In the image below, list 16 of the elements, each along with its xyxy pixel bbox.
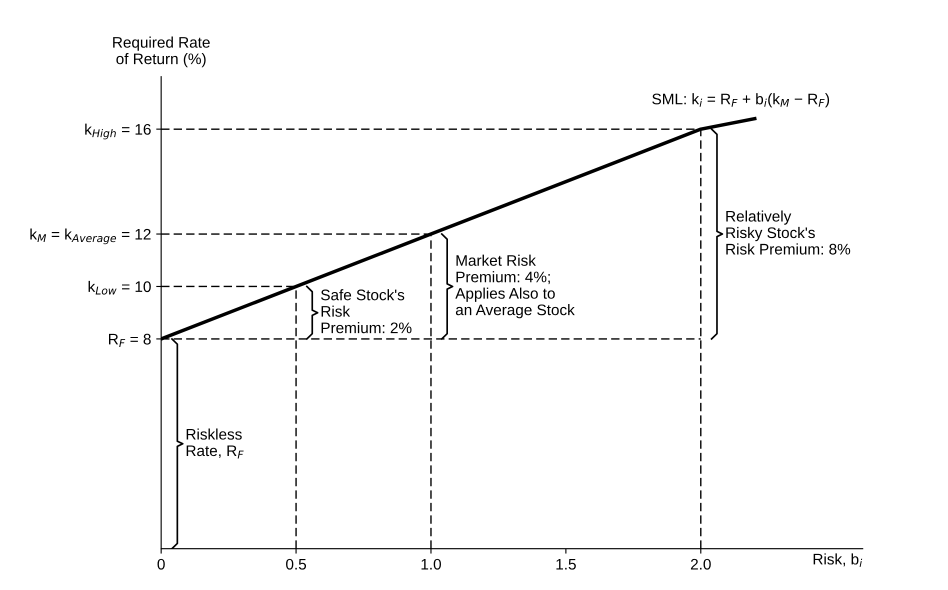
y-tick-label: k$_{M}$ = k$_{Average}$ = 12	[30, 228, 151, 244]
annotation: Relatively Risky Stock's Risk Premium: 8%	[726, 210, 850, 255]
y-tick-label: k$_{Low}$ = 10	[88, 280, 151, 295]
annotation: Riskless Rate, R$_{F}$	[186, 428, 244, 458]
x-tick-label: 2.0	[690, 558, 711, 570]
y-tick-label: k$_{High}$ = 16	[85, 124, 151, 140]
x-tick-label: 1.0	[422, 558, 441, 570]
text: SML: k$_{i}$ = R$_{F}$ + b$_{i}$(k$_{M}$ − R$_{F}$)	[652, 93, 830, 108]
x-tick-label: 1.5	[556, 558, 576, 570]
x-tick-label: 0.5	[286, 558, 306, 570]
annotation: Safe Stock's Risk Premium: 2%	[321, 289, 412, 334]
x-axis-title: Risk, b$_{i}$	[814, 553, 862, 567]
annotation: Market Risk Premium: 4%; Applies Also to an Average Stock	[455, 254, 575, 318]
y-axis-title: Required Rate of Return (%)	[113, 36, 210, 68]
y-tick-label: R$_{F}$ = 8	[108, 334, 151, 347]
x-tick-label: 0	[158, 558, 165, 570]
